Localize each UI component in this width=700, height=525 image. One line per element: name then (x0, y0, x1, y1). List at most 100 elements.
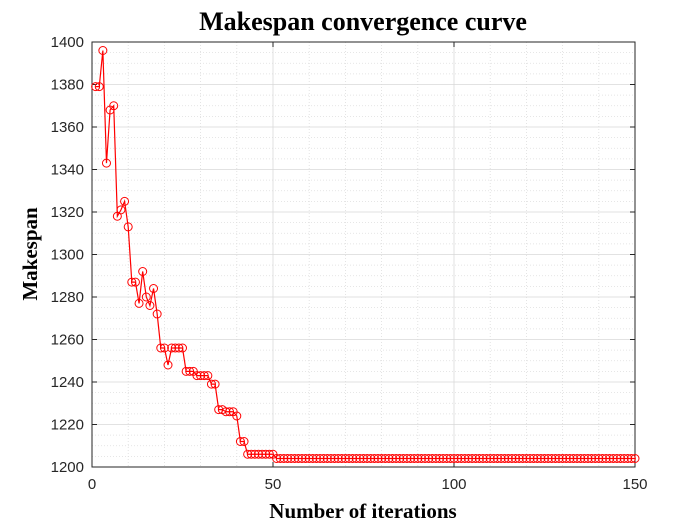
data-point-marker (232, 411, 242, 421)
data-point-marker (319, 454, 329, 463)
data-point-marker (127, 277, 137, 287)
y-tick-label: 1360 (51, 119, 84, 136)
x-axis-label: Number of iterations (269, 499, 456, 523)
data-point-marker (380, 454, 390, 463)
data-point-marker (203, 371, 213, 381)
x-tick-label: 0 (88, 476, 96, 493)
data-point-marker (149, 284, 159, 293)
y-tick-label: 1200 (51, 459, 84, 476)
data-point-marker (272, 454, 282, 463)
data-point-marker (326, 454, 336, 463)
data-point-marker (590, 454, 600, 463)
data-point-marker (492, 454, 502, 463)
data-point-marker (282, 454, 292, 463)
data-point-marker (264, 449, 274, 459)
data-point-marker (123, 222, 133, 232)
data-point-marker (91, 82, 101, 92)
data-point-marker (225, 407, 235, 417)
data-point-marker (221, 407, 231, 417)
data-point-marker (196, 371, 206, 381)
data-point-marker (558, 454, 568, 463)
data-point-marker (156, 343, 166, 353)
data-point-marker (297, 454, 307, 463)
data-point-marker (568, 454, 578, 463)
y-tick-label: 1320 (51, 204, 84, 221)
data-point-marker (377, 454, 387, 463)
data-point-marker (206, 379, 216, 389)
data-point-marker (489, 454, 499, 463)
data-point-marker (536, 454, 546, 463)
data-point-marker (351, 454, 361, 463)
data-point-marker (550, 454, 560, 463)
y-tick-label: 1380 (51, 77, 84, 94)
y-tick-label: 1260 (51, 332, 84, 349)
data-point-marker (391, 454, 401, 463)
data-point-marker (250, 449, 260, 459)
data-point-marker (583, 454, 593, 463)
data-point-marker (605, 454, 615, 463)
data-point-marker (330, 454, 340, 463)
data-point-marker (373, 454, 383, 463)
data-point-marker (333, 454, 343, 463)
data-point-marker (170, 343, 180, 353)
y-tick-label: 1400 (51, 34, 84, 51)
data-point-marker (304, 454, 314, 463)
data-point-marker (257, 449, 267, 459)
data-point-marker (355, 454, 365, 463)
data-point-marker (395, 454, 405, 463)
data-point-marker (453, 454, 463, 463)
data-point-marker (540, 454, 549, 463)
data-point-marker (460, 454, 470, 463)
data-point-marker (413, 454, 423, 463)
data-point-marker (178, 343, 187, 353)
data-point-marker (210, 379, 220, 389)
data-point-marker (362, 454, 372, 463)
data-point-marker (572, 454, 582, 463)
data-point-marker (630, 454, 640, 463)
data-point-marker (467, 454, 477, 463)
x-tick-label: 150 (622, 476, 647, 493)
data-point-marker (101, 158, 111, 168)
chart-title: Makespan convergence curve (199, 7, 527, 36)
data-point-marker (496, 454, 506, 463)
data-point-marker (159, 343, 169, 353)
data-point-marker (384, 454, 394, 463)
data-point-marker (561, 454, 571, 463)
data-point-marker (626, 454, 636, 463)
data-point-marker (525, 454, 535, 463)
data-point-marker (348, 454, 358, 463)
data-point-marker (243, 449, 253, 459)
data-point-marker (547, 454, 557, 463)
data-point-marker (416, 454, 426, 463)
data-point-marker (409, 454, 419, 463)
data-point-marker (619, 454, 629, 463)
data-point-marker (344, 454, 354, 463)
x-tick-label: 100 (441, 476, 466, 493)
data-point-marker (587, 454, 597, 463)
y-axis-label: Makespan (18, 207, 42, 301)
data-point-marker (579, 454, 589, 463)
data-point-marker (594, 454, 604, 463)
data-point-marker (199, 371, 209, 381)
data-point-marker (337, 454, 347, 463)
data-point-marker (532, 454, 542, 463)
data-point-marker (601, 454, 611, 463)
data-point-marker (435, 454, 445, 463)
data-point-marker (503, 454, 513, 463)
data-point-marker (322, 454, 332, 463)
data-point-marker (134, 298, 144, 308)
data-point-marker (163, 360, 173, 370)
y-tick-label: 1300 (51, 247, 84, 264)
data-point-marker (616, 454, 626, 463)
data-point-marker (181, 366, 191, 376)
data-point-marker (507, 454, 517, 463)
data-point-marker (185, 366, 195, 376)
data-point-marker (402, 454, 412, 463)
tick-layer: 0 50 100 150 1200 1220 1240 1260 1280 1300 1320 134… (51, 34, 648, 493)
data-point-marker (192, 371, 202, 381)
data-point-marker (235, 437, 245, 446)
data-point-marker (340, 454, 350, 463)
data-point-marker (366, 454, 376, 463)
